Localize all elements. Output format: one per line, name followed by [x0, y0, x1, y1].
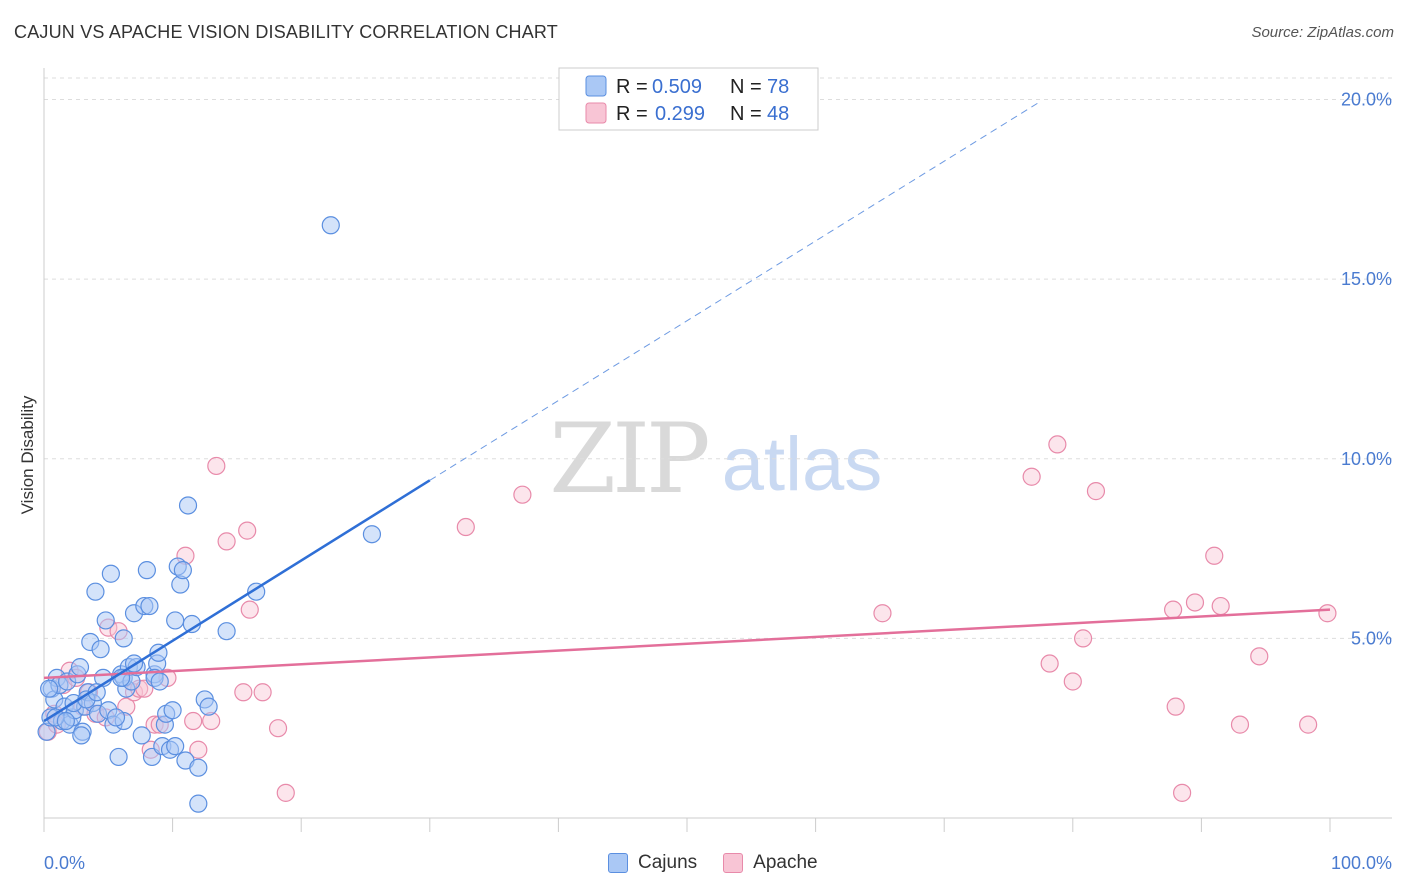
cajun-point-57 — [173, 561, 192, 580]
cajun-point-62 — [189, 794, 208, 813]
cajun-point-38 — [132, 726, 151, 745]
apache-point-48 — [1250, 647, 1269, 666]
apache-point-26 — [234, 683, 253, 702]
grid-lines — [44, 77, 1392, 639]
watermark: ZIP atlas — [549, 403, 882, 515]
apache-point-49 — [1299, 715, 1318, 734]
legend-swatch-cajuns — [585, 75, 607, 97]
cajun-point-41 — [140, 596, 159, 616]
apache-point-29 — [268, 719, 288, 738]
cajun-point-67 — [321, 216, 340, 235]
cajun-point-65 — [217, 622, 236, 641]
cajun-point-13 — [70, 658, 90, 677]
watermark-atlas: atlas — [722, 422, 883, 507]
cajun-point-21 — [91, 640, 110, 659]
cajun-point-23 — [96, 611, 115, 630]
cajun-point-47 — [150, 672, 169, 691]
apache-point-43 — [1173, 783, 1192, 802]
legend-n-value-apache: 48 — [767, 103, 789, 125]
cajun-point-61 — [189, 758, 208, 777]
bottom-legend-swatch-apache — [723, 853, 744, 873]
cajun-point-71 — [56, 711, 75, 731]
legend-r-label-cajuns: R = — [616, 76, 648, 98]
cajun-point-52 — [163, 701, 182, 720]
cajun-point-68 — [362, 525, 382, 544]
apache-point-50 — [1318, 604, 1337, 623]
apache-point-25 — [217, 532, 236, 551]
cajun-point-59 — [178, 496, 198, 515]
cajun-point-19 — [86, 582, 105, 601]
apache-trend-line — [43, 608, 1331, 680]
cajun-point-46 — [149, 643, 168, 662]
apache-point-32 — [456, 517, 475, 537]
legend-swatch-apache — [585, 102, 607, 124]
cajun-point-55 — [166, 737, 185, 756]
legend-n-label-apache: N = — [730, 103, 762, 125]
cajun-trend-line — [43, 479, 431, 723]
apache-point-36 — [1048, 435, 1067, 454]
source-attribution: Source: ZipAtlas.com — [1251, 24, 1394, 41]
cajun-point-69 — [40, 679, 59, 698]
apache-point-47 — [1230, 715, 1250, 734]
cajun-point-64 — [199, 697, 218, 716]
y-tick-label-1: 10.0% — [1341, 449, 1392, 469]
apache-point-31 — [276, 783, 295, 802]
apache-point-44 — [1185, 593, 1205, 612]
apache-point-30 — [253, 683, 272, 702]
apache-point-45 — [1205, 546, 1224, 565]
cajun-point-39 — [137, 561, 156, 580]
apache-point-39 — [1073, 629, 1093, 648]
apache-point-28 — [240, 600, 259, 619]
bottom-legend-label-cajuns: Cajuns — [638, 852, 698, 873]
y-tick-label-2: 15.0% — [1341, 269, 1392, 289]
legend-n-label-cajuns: N = — [730, 76, 762, 98]
apache-point-35 — [1022, 467, 1041, 486]
cajun-point-25 — [101, 564, 120, 583]
apache-point-46 — [1211, 596, 1230, 616]
legend-n-value-cajuns: 78 — [767, 76, 789, 98]
apache-point-22 — [189, 740, 208, 759]
cajun-point-33 — [114, 629, 133, 648]
legend: R = 0.509 N = 78 R = 0.299 N = 48 — [558, 67, 819, 131]
bottom-legend-label-apache: Apache — [753, 852, 818, 873]
y-tick-label-0: 5.0% — [1351, 628, 1392, 648]
apache-point-42 — [1166, 697, 1185, 716]
tick-labels: 5.0% 10.0% 15.0% 20.0% 0.0% 100.0% — [44, 90, 1392, 873]
apache-point-34 — [873, 604, 892, 623]
bottom-legend-swatch-cajuns — [608, 853, 628, 873]
apache-point-37 — [1040, 654, 1059, 673]
bottom-legend-apache: Apache — [723, 852, 818, 874]
apache-point-27 — [238, 521, 257, 540]
legend-r-label-apache: R = — [616, 103, 648, 125]
apache-point-40 — [1086, 482, 1106, 501]
apache-point-33 — [513, 485, 532, 504]
cajun-point-27 — [109, 747, 128, 767]
apache-point-41 — [1164, 600, 1183, 619]
apache-point-38 — [1063, 672, 1082, 691]
y-tick-label-3: 20.0% — [1341, 90, 1392, 110]
trend-lines — [43, 100, 1331, 723]
apache-point-24 — [207, 456, 226, 476]
cajun-point-76 — [106, 708, 126, 727]
chart-title: CAJUN VS APACHE VISION DISABILITY CORREL… — [14, 22, 558, 42]
bottom-legend-cajuns: Cajuns — [608, 852, 697, 874]
legend-r-value-cajuns: 0.509 — [652, 76, 702, 98]
cajun-point-53 — [166, 611, 185, 630]
apache-point-21 — [184, 711, 203, 731]
x-tick-label-0: 0.0% — [44, 853, 85, 873]
bottom-legend: Cajuns Apache — [608, 852, 844, 874]
legend-r-value-apache: 0.299 — [655, 103, 705, 125]
x-tick-label-1: 100.0% — [1331, 853, 1392, 873]
cajun-point-73 — [72, 726, 91, 745]
axes — [43, 68, 1392, 832]
